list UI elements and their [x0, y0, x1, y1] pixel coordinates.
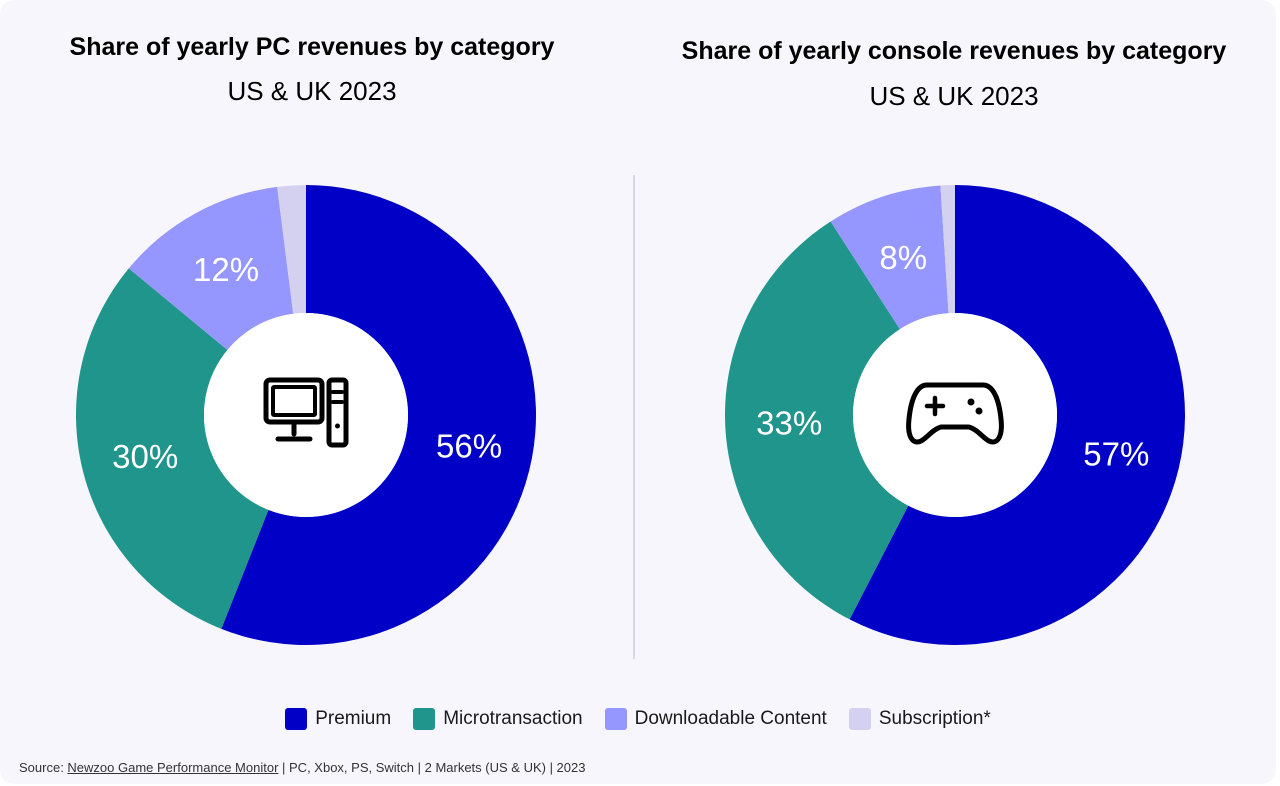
legend-item-subscription: Subscription* [848, 708, 991, 730]
legend-item-dlc: Downloadable Content [604, 708, 827, 730]
console-slice-dlc [830, 185, 949, 330]
pc-label-premium: 56% [436, 428, 502, 465]
console-label-microtransaction: 33% [756, 404, 822, 441]
console-donut-hole [853, 313, 1057, 517]
pc-chart-subtitle: US & UK 2023 [227, 76, 397, 106]
legend-label-dlc: Downloadable Content [634, 708, 827, 729]
source-link[interactable]: Newzoo Game Performance Monitor [67, 760, 279, 775]
console-slice-premium [849, 185, 1186, 645]
pc-slice-dlc [128, 186, 294, 350]
console-slice-microtransaction [725, 221, 909, 620]
legend-label-premium: Premium [315, 708, 392, 729]
legend-swatch-subscription [848, 708, 871, 730]
desktop-computer-icon [263, 377, 349, 448]
pc-label-dlc: 12% [193, 251, 259, 288]
legend-swatch-microtransaction [413, 708, 436, 730]
source-prefix: Source: [19, 760, 68, 775]
console-slice-subscription [940, 185, 955, 314]
source-note: Source: Newzoo Game Performance Monitor … [19, 760, 585, 775]
legend-item-microtransaction: Microtransaction [413, 708, 583, 730]
pc-slice-subscription [277, 185, 306, 314]
pc-slice-microtransaction [75, 268, 269, 629]
chart-divider [633, 175, 635, 659]
legend: Premium Microtransaction Downloadable Co… [0, 708, 1276, 730]
console-label-dlc: 8% [879, 239, 927, 276]
console-chart-subtitle: US & UK 2023 [869, 81, 1039, 111]
pc-chart-title: Share of yearly PC revenues by category [69, 33, 555, 61]
gamepad-icon [906, 382, 1004, 445]
legend-swatch-premium [285, 708, 308, 730]
console-label-premium: 57% [1083, 436, 1149, 473]
pc-slice-premium [221, 185, 537, 645]
legend-label-subscription: Subscription* [878, 708, 991, 729]
legend-swatch-dlc [604, 708, 627, 730]
console-chart-title: Share of yearly console revenues by cate… [681, 37, 1227, 65]
legend-label-microtransaction: Microtransaction [443, 708, 583, 729]
pc-label-microtransaction: 30% [112, 438, 178, 475]
legend-item-premium: Premium [285, 708, 391, 730]
source-suffix: | PC, Xbox, PS, Switch | 2 Markets (US &… [278, 760, 586, 775]
